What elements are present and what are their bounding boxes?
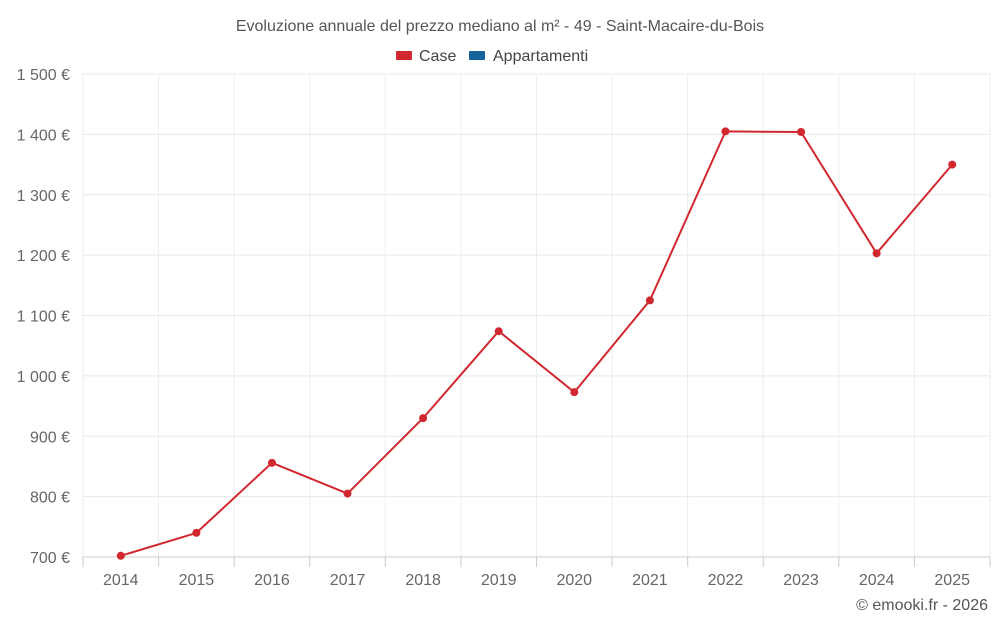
- legend-label-appartamenti: Appartamenti: [493, 48, 588, 65]
- y-tick-label: 1 400 €: [17, 127, 70, 144]
- data-point-case-2023: [797, 127, 806, 136]
- data-point-case-2017: [343, 489, 352, 498]
- legend-swatch-case: [396, 51, 412, 60]
- data-point-case-2024: [872, 249, 881, 258]
- data-point-case-2015: [192, 528, 201, 537]
- data-point-case-2020: [570, 388, 579, 397]
- data-point-case-2025: [948, 160, 957, 169]
- x-tick-label: 2019: [481, 572, 517, 589]
- y-tick-label: 900 €: [30, 429, 70, 446]
- y-tick-label: 1 300 €: [17, 188, 70, 205]
- legend: Case Appartamenti: [396, 48, 588, 65]
- x-tick-label: 2015: [179, 572, 215, 589]
- footer-credit: © emooki.fr - 2026: [856, 597, 988, 614]
- y-tick-label: 1 000 €: [17, 369, 70, 386]
- x-tick-label: 2021: [632, 572, 668, 589]
- data-point-case-2018: [419, 414, 428, 423]
- legend-label-case: Case: [419, 48, 456, 65]
- y-tick-label: 800 €: [30, 490, 70, 507]
- axes: 700 € 800 € 900 € 1 000 € 1 100 € 1 200 € 1 30…: [17, 67, 991, 589]
- x-tick-label: 2018: [405, 572, 441, 589]
- data-point-case-2014: [116, 551, 125, 560]
- chart-title: Evoluzione annuale del prezzo mediano al…: [236, 18, 764, 35]
- legend-swatch-appartamenti: [469, 51, 485, 60]
- x-tick-label: 2016: [254, 572, 290, 589]
- series-line-case: [120, 130, 953, 557]
- data-point-case-2021: [645, 296, 654, 305]
- legend-item-case[interactable]: Case: [396, 48, 456, 65]
- data-point-case-2022: [721, 127, 730, 136]
- x-tick-label: 2024: [859, 572, 895, 589]
- data-point-case-2019: [494, 327, 503, 336]
- y-tick-label: 1 500 €: [17, 67, 70, 84]
- x-tick-label: 2025: [934, 572, 970, 589]
- series: [116, 127, 957, 560]
- x-tick-label: 2020: [556, 572, 592, 589]
- x-tick-label: 2023: [783, 572, 819, 589]
- y-tick-label: 1 100 €: [17, 309, 70, 326]
- y-tick-label: 700 €: [30, 550, 70, 567]
- x-tick-label: 2014: [103, 572, 139, 589]
- x-tick-label: 2017: [330, 572, 366, 589]
- y-tick-label: 1 200 €: [17, 248, 70, 265]
- data-point-case-2016: [267, 458, 276, 467]
- x-tick-label: 2022: [708, 572, 744, 589]
- legend-item-appartamenti[interactable]: Appartamenti: [469, 48, 588, 65]
